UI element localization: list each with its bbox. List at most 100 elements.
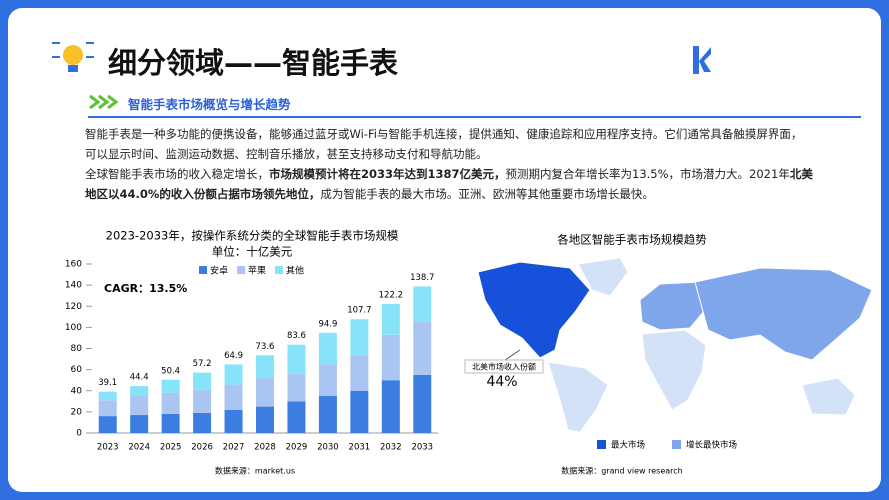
- x-tick-label: 2025: [160, 443, 182, 453]
- text-run: 预测期内复合年增长率为13.5%，市场潜力大。2021年: [505, 167, 790, 181]
- legend-swatch: [672, 440, 681, 449]
- x-tick-label: 2032: [380, 443, 402, 453]
- bar-segment: [224, 364, 243, 385]
- title: 细分领域——智能手表: [108, 46, 399, 80]
- cagr: CAGR：13.5%: [104, 282, 187, 295]
- bar-segment: [130, 386, 149, 397]
- y-tick-label: 80: [71, 344, 83, 354]
- bar-segment: [413, 322, 432, 375]
- y-tick-label: 40: [71, 386, 83, 396]
- map-region: [801, 377, 856, 416]
- bar-segment: [318, 332, 337, 365]
- text-run: 全球智能手表市场的收入稳定增长，: [85, 167, 269, 181]
- text-run: 成为智能手表的最大市场。亚洲、欧洲等其他重要市场增长最快。: [320, 187, 654, 201]
- x-tick-label: 2029: [286, 443, 308, 453]
- map-region: [641, 329, 707, 411]
- divider: [88, 116, 861, 118]
- bar-segment: [256, 355, 274, 379]
- bar-segment: [350, 319, 369, 356]
- total-label: 107.7: [347, 306, 371, 316]
- legend-swatch: [237, 266, 245, 274]
- annotation-line: [504, 349, 521, 361]
- text-run: 北美地区以44.0%的收入份额占据市场领先地位，: [85, 167, 813, 201]
- x-tick-label: 2030: [317, 443, 339, 453]
- bar-segment: [256, 378, 274, 407]
- x-tick-label: 2024: [128, 443, 150, 453]
- y-tick-label: 60: [71, 365, 83, 375]
- annotation: 北美市场收入份额: [472, 362, 536, 372]
- annotation-box: [464, 359, 544, 374]
- legend-swatch: [597, 440, 606, 449]
- card: [8, 8, 881, 492]
- x-tick-label: 2023: [97, 443, 119, 453]
- bar-segment: [161, 413, 180, 433]
- y-tick-label: 140: [65, 281, 82, 291]
- y-tick-label: 0: [76, 429, 82, 439]
- y-tick-label: 160: [65, 260, 82, 270]
- total-label: 94.9: [318, 319, 337, 329]
- section-title: 智能手表市场概览与增长趋势: [128, 97, 291, 112]
- legend-label: 最大市场: [611, 440, 645, 451]
- legend-label: 安卓: [210, 265, 228, 277]
- chart-subtitle: 单位：十亿美元: [212, 245, 293, 259]
- map-region: [547, 361, 609, 433]
- bar-segment: [287, 373, 306, 402]
- bar-segment: [287, 401, 306, 433]
- y-tick-label: 120: [65, 302, 82, 312]
- legend-swatch: [199, 266, 207, 274]
- map-region: [639, 281, 706, 331]
- x-tick-label: 2026: [191, 443, 213, 453]
- chart-title: 2023-2033年，按操作系统分类的全球智能手表市场规模: [106, 229, 399, 243]
- legend-swatch: [275, 266, 283, 274]
- bar-segment: [287, 344, 306, 374]
- text-run: 智能手表是一种多功能的便携设备，能够通过蓝牙或Wi-Fi与智能手机连接，提供通知…: [85, 127, 803, 161]
- chart-source: 数据来源：market.us: [215, 466, 295, 476]
- paragraph: 智能手表是一种多功能的便携设备，能够通过蓝牙或Wi-Fi与智能手机连接，提供通知…: [85, 124, 813, 164]
- y-tick-label: 20: [71, 407, 83, 417]
- bar-segment: [413, 286, 432, 323]
- bar-segment: [193, 389, 212, 413]
- bulb-icon: [52, 42, 94, 72]
- bar-segment: [318, 364, 337, 397]
- legend-label: 增长最快市场: [686, 440, 737, 451]
- share: 44%: [486, 374, 517, 390]
- bar-segment: [161, 392, 180, 414]
- bar-segment: [381, 380, 400, 433]
- y-tick-label: 100: [65, 323, 82, 333]
- total-label: 39.1: [98, 378, 117, 388]
- bar-segment: [350, 355, 369, 391]
- bar-segment: [350, 390, 369, 433]
- bar-segment: [381, 303, 400, 335]
- bar-segment: [256, 406, 274, 433]
- arrow-icon: [89, 94, 119, 110]
- legend-label: 其他: [286, 265, 304, 277]
- bar-segment: [224, 384, 243, 410]
- bar-segment: [413, 374, 432, 433]
- map-region: [577, 257, 629, 297]
- total-label: 73.6: [256, 342, 275, 352]
- bar-segment: [98, 391, 117, 401]
- logo: [693, 46, 711, 74]
- paragraph: 全球智能手表市场的收入稳定增长，市场规模预计将在2033年达到1387亿美元，预…: [85, 164, 813, 204]
- body-text: 智能手表是一种多功能的便携设备，能够通过蓝牙或Wi-Fi与智能手机连接，提供通知…: [85, 124, 813, 204]
- total-label: 122.2: [379, 290, 403, 300]
- bar-segment: [98, 400, 117, 417]
- map-region: [694, 267, 873, 361]
- map-region: [477, 261, 591, 359]
- total-label: 50.4: [161, 366, 180, 376]
- x-tick-label: 2033: [411, 443, 433, 453]
- bar-segment: [381, 334, 400, 381]
- bar-segment: [130, 415, 149, 433]
- total-label: 57.2: [193, 359, 212, 369]
- bar-segment: [98, 416, 117, 433]
- bar-segment: [193, 412, 212, 433]
- bar-segment: [318, 396, 337, 433]
- bar-segment: [161, 379, 180, 393]
- text-run: 市场规模预计将在2033年达到1387亿美元，: [269, 167, 506, 181]
- legend-label: 苹果: [248, 265, 266, 277]
- map-title: 各地区智能手表市场规模趋势: [557, 233, 707, 247]
- total-label: 44.4: [130, 373, 149, 383]
- bar-segment: [224, 409, 243, 433]
